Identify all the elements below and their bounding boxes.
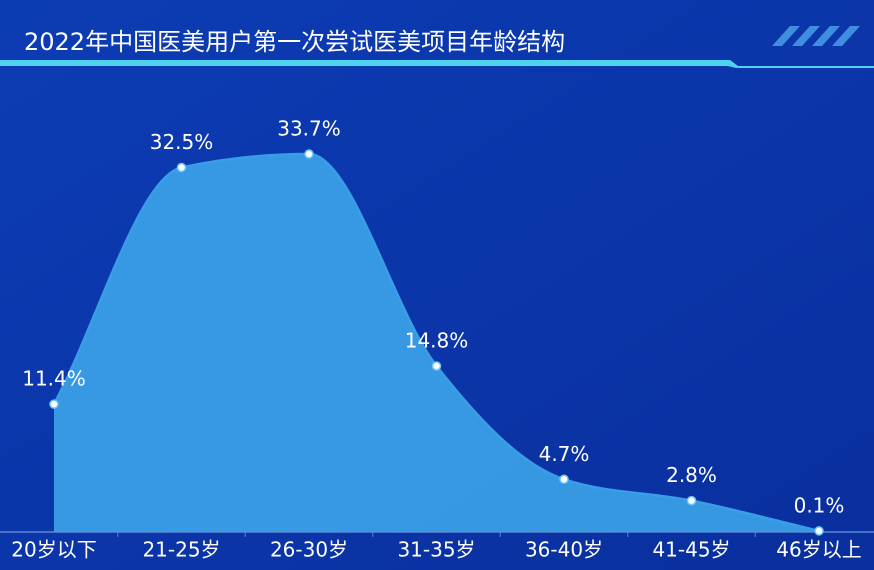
header-stripes: [772, 26, 860, 46]
data-label: 33.7%: [277, 117, 341, 141]
x-tick-label: 26-30岁: [270, 538, 348, 562]
x-tick-label: 41-45岁: [652, 538, 730, 562]
area: [54, 154, 819, 532]
x-tick-label: 31-35岁: [397, 538, 475, 562]
data-label: 4.7%: [539, 442, 590, 466]
line: [52, 152, 820, 533]
point: [304, 149, 314, 159]
data-label: 32.5%: [150, 130, 214, 154]
x-tick-label: 46岁以上: [776, 538, 861, 562]
data-label: 14.8%: [405, 328, 469, 352]
point: [431, 361, 442, 371]
x-tick-label: 21-25岁: [142, 538, 220, 562]
header-rule: [0, 60, 874, 68]
chart-title: 2022年中国医美用户第一次尝试医美项目年龄结构: [24, 28, 565, 56]
data-label: 11.4%: [22, 367, 86, 391]
point: [686, 495, 697, 506]
x-tick-label: 36-40岁: [525, 538, 603, 562]
point: [49, 399, 59, 409]
point: [814, 526, 824, 536]
data-label: 0.1%: [794, 493, 845, 517]
x-tick-label: 20岁以下: [11, 538, 96, 562]
point: [559, 474, 569, 485]
data-label: 2.8%: [666, 463, 717, 487]
point: [176, 162, 187, 173]
